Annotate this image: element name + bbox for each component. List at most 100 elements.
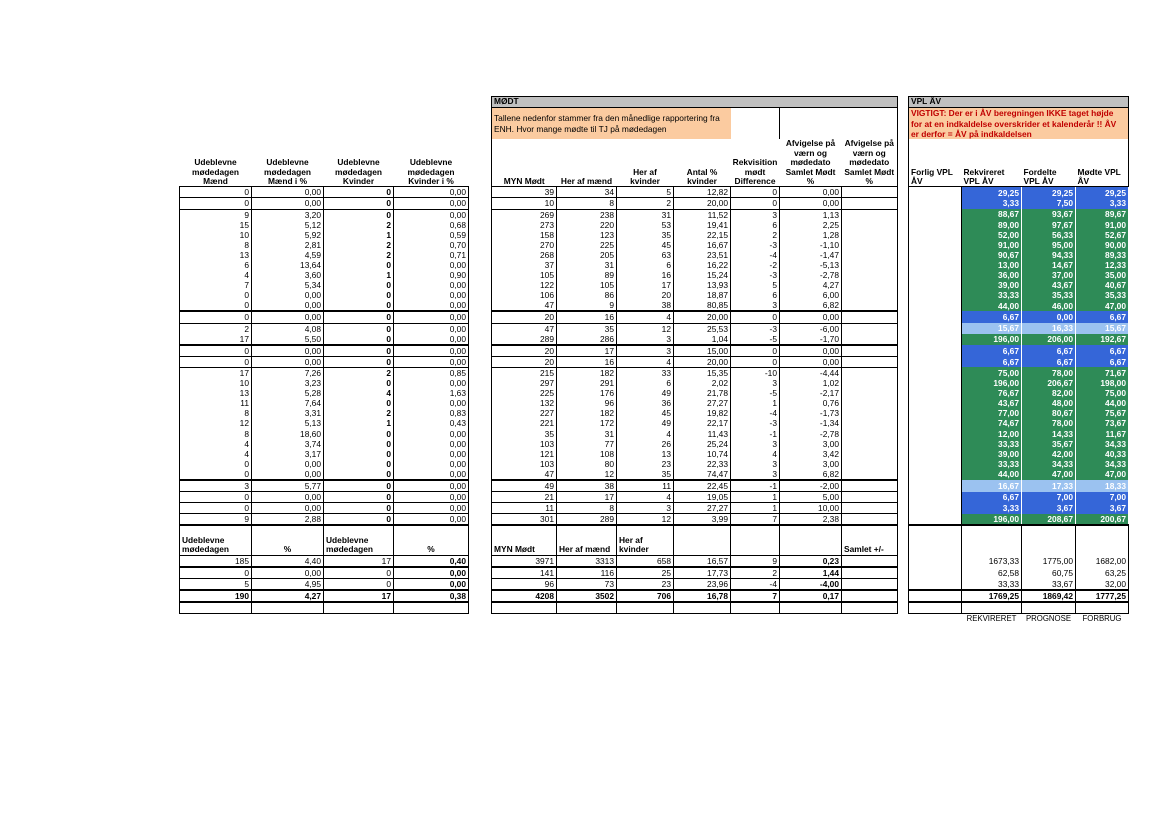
cell-vpl: 6,67	[961, 356, 1022, 368]
cell-left: 0,00	[393, 310, 469, 324]
spacer	[898, 398, 909, 408]
summary-right: 1869,42	[1021, 589, 1076, 604]
cell-mid: 6	[616, 260, 674, 271]
cell-mid: 20,00	[673, 197, 731, 210]
summary-right	[908, 555, 962, 567]
table-row: 13 4,59 2 0,71 268 205 63 23,51 -4 -1,47 90,67 94,3…	[179, 249, 1129, 260]
cell-left: 5,13	[251, 418, 324, 429]
summary-left: 190	[179, 589, 252, 604]
cell-mid: 23	[616, 458, 674, 469]
cell-mid: 20	[491, 343, 557, 357]
cell-mid: 0	[730, 197, 780, 210]
spacer	[469, 209, 492, 220]
cell-mid: -3	[730, 239, 780, 250]
cell-vpl: 97,67	[1021, 219, 1076, 230]
cell-mid: 3,42	[779, 448, 842, 459]
cell-vpl: 33,33	[961, 458, 1022, 469]
table-row: 12 5,13 1 0,43 221 172 49 22,17 -3 -1,34 74,67 78,0…	[179, 418, 1129, 429]
cell-left: 6	[179, 260, 252, 271]
cell-vpl: 16,33	[1021, 323, 1076, 334]
cell-mid: -3	[730, 322, 780, 334]
cell-mid: 297	[491, 378, 557, 389]
cell-mid: 103	[491, 438, 557, 449]
cell-left: 5,12	[251, 219, 324, 230]
cell-left: 0	[179, 502, 252, 514]
cell-vpl: 196,00	[961, 378, 1022, 389]
summary-left: 0	[179, 565, 252, 579]
spacer	[469, 469, 492, 480]
table-row: 10 5,92 1 0,59 158 123 35 22,15 2 1,28 52,00 56,33 5…	[179, 229, 1129, 240]
cell-mid: 2	[730, 229, 780, 240]
spacer	[898, 429, 909, 439]
cell-left: 0	[323, 378, 394, 389]
cell-vpl: 35,33	[1021, 290, 1076, 301]
cell-left: 12	[179, 418, 252, 429]
spacer	[469, 198, 492, 209]
cell-mid: 5	[616, 186, 674, 198]
summary-left: 5	[179, 578, 252, 591]
cell-mid	[841, 197, 898, 210]
cell-forlig	[908, 388, 962, 399]
spacer	[898, 492, 909, 503]
empty-cell	[251, 602, 324, 615]
cell-vpl: 3,33	[961, 502, 1022, 514]
cell-forlig	[908, 209, 962, 220]
summary-mid: 17,73	[673, 565, 731, 579]
summary-header-left: Udeblevne mødedagen	[323, 524, 394, 556]
cell-vpl: 29,25	[1021, 186, 1076, 198]
cell-mid: 273	[491, 219, 557, 230]
table-row: 3 5,77 0 0,00 49 38 11 22,45 -1 -2,00 16,67 17,33 18…	[179, 479, 1129, 492]
spacer	[469, 323, 492, 334]
summary-mid: 25	[616, 565, 674, 579]
summary-header-right	[908, 524, 962, 556]
cell-vpl: 35,67	[1021, 438, 1076, 449]
cell-left: 0,00	[393, 300, 469, 312]
summary-mid: 0,17	[779, 589, 842, 604]
spacer	[557, 614, 617, 625]
summary-header-mid: Samlet +/-	[841, 524, 898, 556]
summary-row: 190 4,27 17 0,38 4208 3502 706 16,78 7 0,17 1769,2…	[179, 589, 1129, 604]
empty-cell	[179, 602, 252, 615]
spacer	[469, 408, 492, 418]
summary-mid: 7	[730, 589, 780, 604]
cell-mid: 12	[616, 322, 674, 334]
cell-vpl: 94,33	[1021, 249, 1076, 260]
cell-vpl: 34,33	[1075, 438, 1129, 449]
cell-left: 0,59	[393, 229, 469, 240]
summary-mid: 23	[616, 578, 674, 591]
spacer	[898, 480, 909, 492]
summary-header-mid: MYN Mødt	[491, 524, 557, 556]
empty-cell	[779, 602, 842, 615]
cell-mid: 12	[556, 468, 617, 480]
cell-left: 18,60	[251, 428, 324, 439]
cell-mid: 21	[491, 491, 557, 503]
cell-mid	[841, 219, 898, 230]
cell-left: 0	[323, 260, 394, 271]
table-row: 0 0,00 0 0,00 21 17 4 19,05 1 5,00 6,67 7,00 7,00	[179, 491, 1129, 503]
spacer	[898, 187, 909, 198]
table-row: 2 4,08 0 0,00 47 35 12 25,53 -3 -6,00 15,67 16,33 15…	[179, 322, 1129, 334]
cell-mid: 3	[616, 502, 674, 514]
cell-vpl: 36,00	[961, 270, 1022, 281]
spacer	[469, 459, 492, 469]
spacer	[469, 579, 492, 591]
summary-right: 60,75	[1021, 566, 1076, 579]
cell-vpl: 3,33	[1075, 197, 1129, 210]
cell-mid: 4,27	[779, 280, 842, 291]
header-left: Udeblevne mødedagen Kvinder	[323, 139, 394, 188]
cell-mid	[841, 408, 898, 419]
cell-left: 1	[323, 418, 394, 429]
cell-vpl: 33,33	[961, 290, 1022, 301]
cell-mid: -3	[730, 270, 780, 281]
cell-mid: 221	[491, 418, 557, 429]
cell-mid: -3	[730, 418, 780, 429]
table-row: 9 3,20 0 0,00 269 238 31 11,52 3 1,13 88,67 93,67 89…	[179, 208, 1129, 220]
spacer	[898, 270, 909, 280]
cell-mid: 53	[616, 219, 674, 230]
cell-vpl: 82,00	[1021, 388, 1076, 399]
table-row: 17 5,50 0 0,00 289 286 3 1,04 -5 -1,70 196,00 206,0…	[179, 333, 1129, 345]
cell-vpl: 14,67	[1021, 260, 1076, 271]
cell-mid	[841, 491, 898, 503]
cell-vpl: 48,00	[1021, 398, 1076, 409]
cell-vpl: 76,67	[961, 388, 1022, 399]
